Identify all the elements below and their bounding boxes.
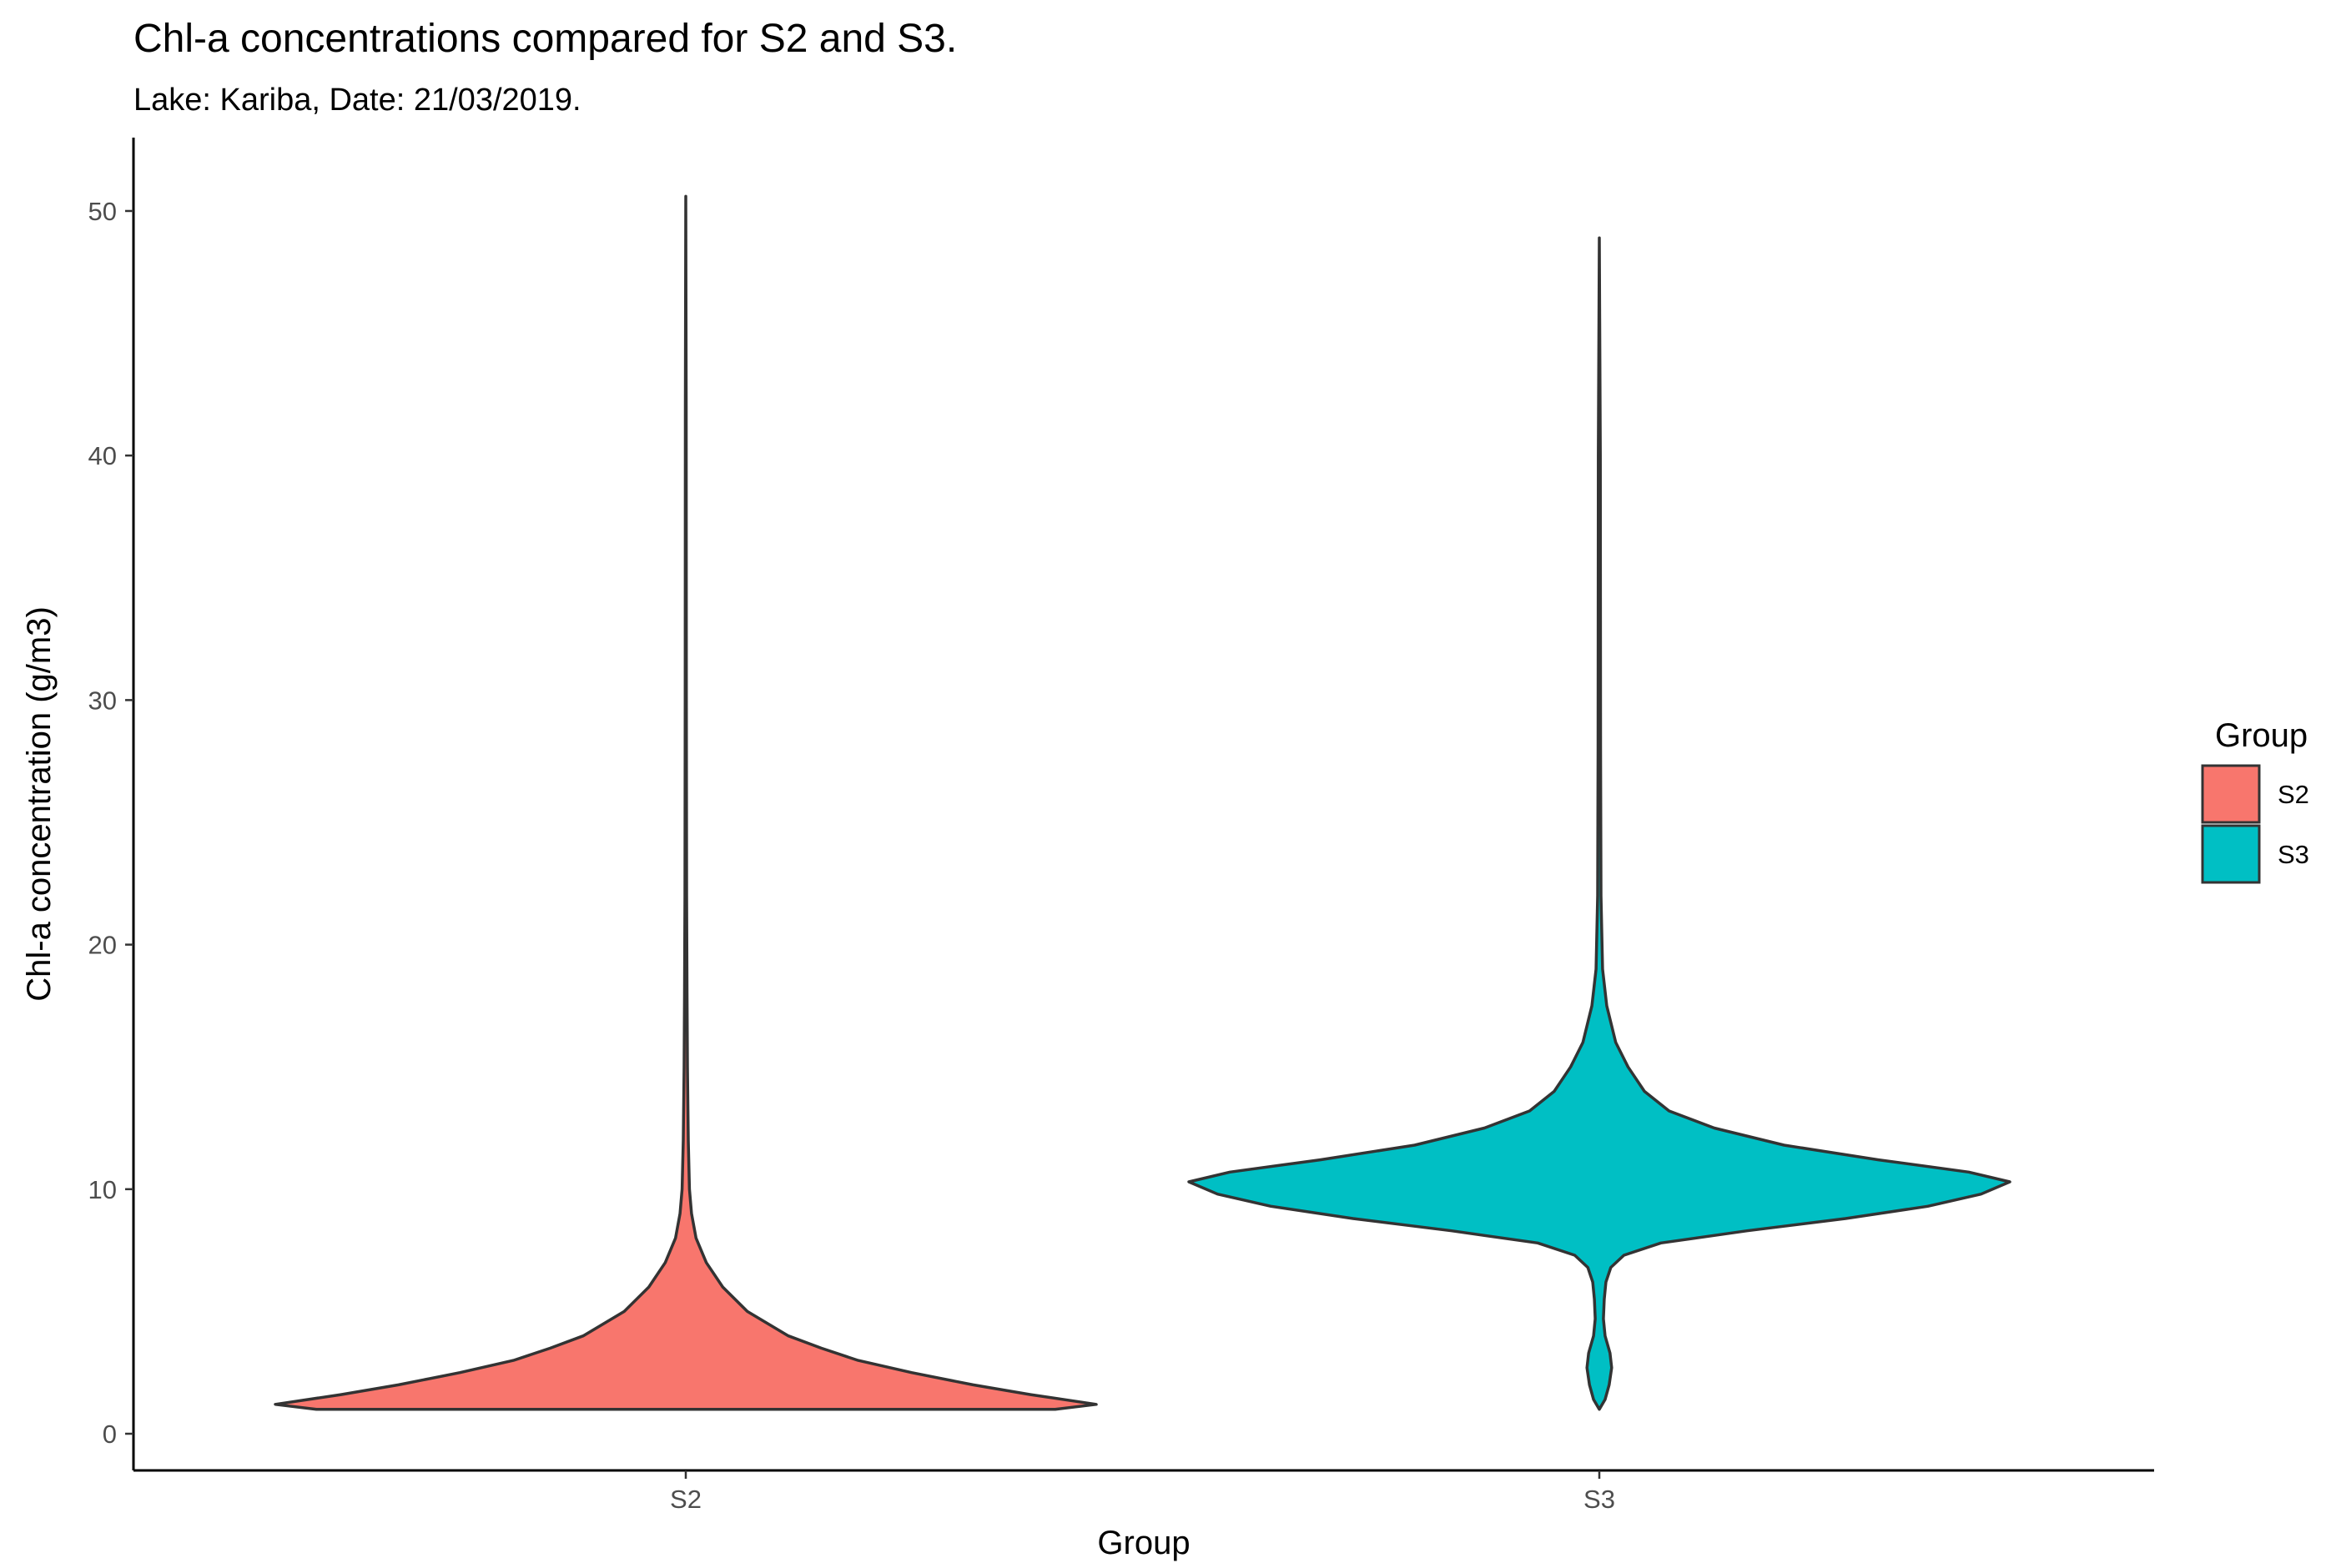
legend-key-s3 — [2201, 824, 2261, 884]
legend: Group S2 S3 — [2201, 717, 2309, 884]
y-tick-label: 30 — [88, 686, 117, 715]
legend-label-s2: S2 — [2278, 780, 2309, 809]
y-tick-label: 0 — [103, 1420, 117, 1449]
y-axis-ticks: 0 10 20 30 40 50 — [88, 197, 133, 1449]
x-tick-label: S2 — [670, 1485, 702, 1514]
violin-s3 — [1187, 236, 2011, 1411]
chart-subtitle: Lake: Kariba, Date: 21/03/2019. — [133, 83, 581, 118]
y-tick-label: 10 — [88, 1175, 117, 1204]
chart-title: Chl-a concentrations compared for S2 and… — [133, 17, 957, 61]
y-tick-label: 40 — [88, 441, 117, 470]
legend-key-s2 — [2201, 764, 2261, 824]
violin-s2 — [274, 194, 1098, 1411]
x-tick-label: S3 — [1583, 1485, 1615, 1514]
x-axis-title: Group — [1097, 1525, 1190, 1561]
y-tick-label: 50 — [88, 197, 117, 226]
y-axis-title: Chl-a concentration (g/m3) — [21, 606, 58, 1002]
legend-label-s3: S3 — [2278, 840, 2309, 869]
y-tick-label: 20 — [88, 931, 117, 960]
violin-layer — [274, 194, 2011, 1411]
x-axis-ticks: S2 S3 — [670, 1470, 1615, 1514]
legend-entries: S2 S3 — [2201, 764, 2309, 884]
legend-title: Group — [2215, 717, 2308, 754]
